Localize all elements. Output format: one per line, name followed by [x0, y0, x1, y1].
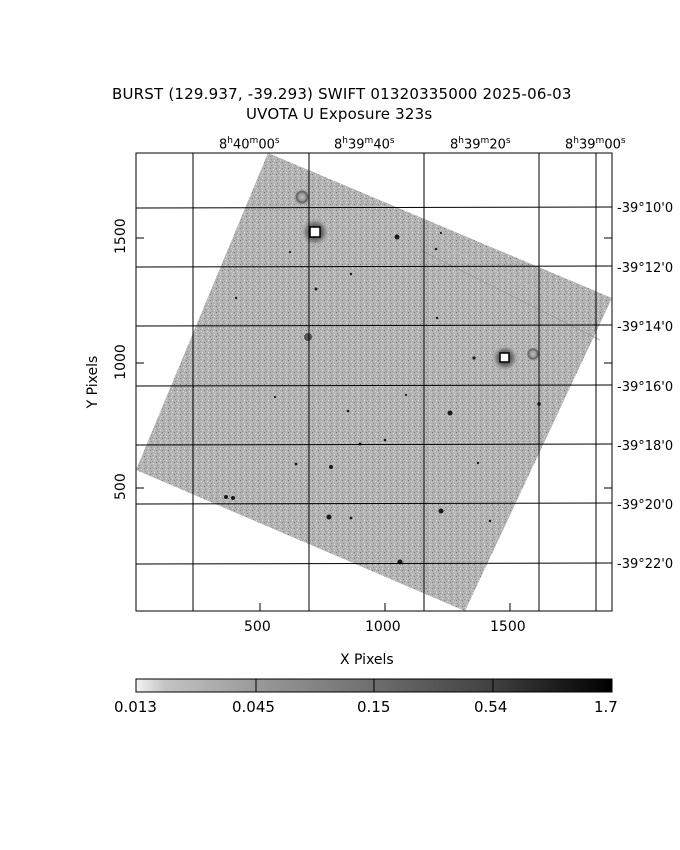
dec-tick-5: -39°18'0: [617, 439, 674, 454]
ra-tick-3: 8h39m20s: [450, 136, 511, 153]
y-tick-1000: 1000: [113, 344, 129, 380]
dec-tick-2: -39°12'0: [617, 261, 674, 276]
exposure-field: [136, 153, 612, 611]
plot-frame: [135, 152, 613, 612]
coordinate-grid: [135, 153, 613, 611]
ra-tick-1: 8h40m00s: [219, 136, 280, 153]
ra-tick-2: 8h39m40s: [334, 136, 395, 153]
colorbar-label-1: 0.013: [114, 698, 157, 716]
colorbar-label-3: 0.15: [357, 698, 391, 716]
dec-tick-1: -39°10'0: [617, 201, 674, 216]
dec-tick-6: -39°20'0: [617, 498, 674, 513]
dec-tick-4: -39°16'0: [617, 380, 674, 395]
colorbar-label-5: 1.7: [594, 698, 618, 716]
colorbar: [135, 678, 613, 693]
colorbar-label-2: 0.045: [232, 698, 275, 716]
x-axis-label: X Pixels: [340, 652, 394, 668]
dec-tick-3: -39°14'0: [617, 320, 674, 335]
x-tick-1000: 1000: [365, 619, 401, 635]
x-tick-1500: 1500: [490, 619, 526, 635]
y-axis-label: Y Pixels: [85, 355, 101, 409]
y-tick-1500: 1500: [113, 218, 129, 254]
star-field: [224, 231, 541, 565]
dec-tick-7: -39°22'0: [617, 557, 674, 572]
y-tick-500: 500: [113, 473, 129, 500]
image-title-line2: UVOTA U Exposure 323s: [246, 105, 433, 123]
image-title-line1: BURST (129.937, -39.293) SWIFT 013203350…: [112, 85, 572, 103]
colorbar-label-4: 0.54: [474, 698, 508, 716]
x-tick-500: 500: [244, 619, 271, 635]
ra-tick-4: 8h39m00s: [565, 136, 626, 153]
